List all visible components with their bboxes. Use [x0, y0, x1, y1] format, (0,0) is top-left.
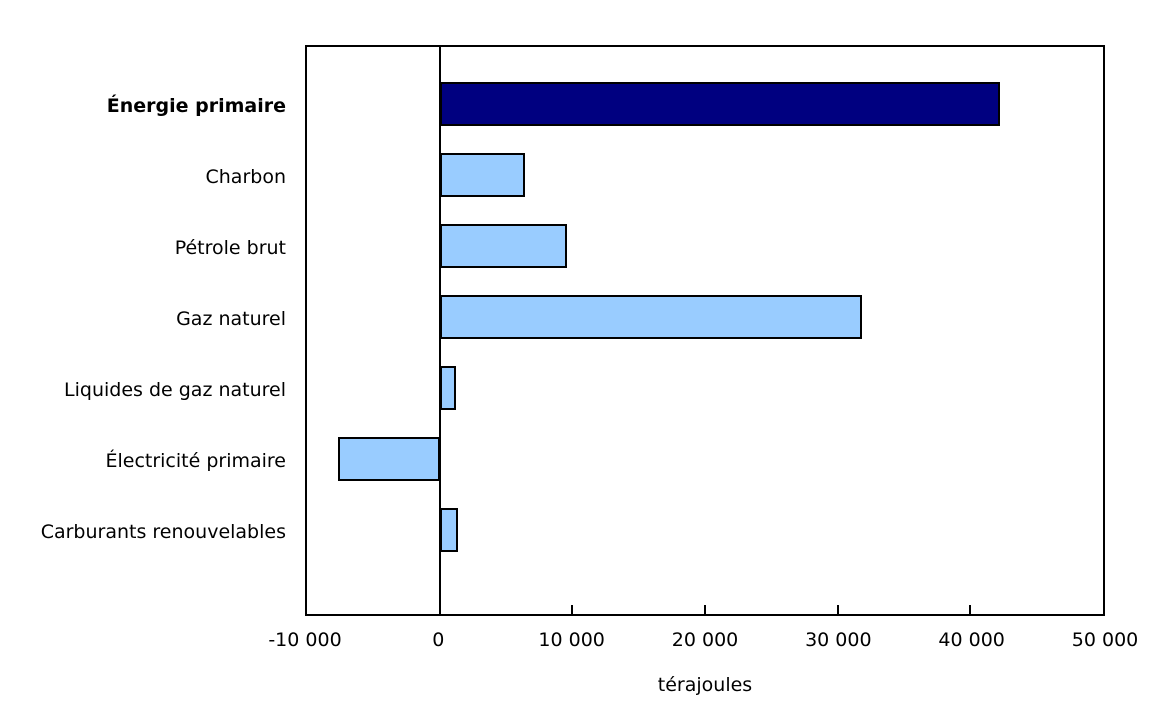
- category-label-liquides-de-gaz-naturel: Liquides de gaz naturel: [64, 379, 286, 401]
- x-tick-mark: [836, 605, 839, 614]
- x-tick-label--10000: -10 000: [268, 629, 342, 651]
- category-label-carburants-renouvelables: Carburants renouvelables: [40, 521, 286, 543]
- x-tick-label-0: 0: [432, 629, 445, 651]
- category-label-charbon: Charbon: [205, 166, 287, 188]
- category-label-gaz-naturel: Gaz naturel: [176, 308, 286, 330]
- bar-energie-primaire: [439, 82, 1000, 126]
- x-tick-mark: [704, 605, 706, 614]
- bar-gaz-naturel: [439, 295, 862, 339]
- category-axis: Énergie primaire Charbon Pétrole brut Gaz n…: [0, 47, 286, 616]
- x-tick-label-50000: 50 000: [1071, 629, 1139, 651]
- category-label-energie-primaire: Énergie primaire: [106, 95, 286, 117]
- bar-carburants-renouvelables: [439, 508, 459, 552]
- bar-charbon: [439, 153, 525, 197]
- x-tick-mark: [969, 605, 972, 614]
- x-axis-tick-labels: -10 000 0 10 000 20 000 30 000 40 000 50 000: [268, 627, 1138, 655]
- bar-petrole-brut: [439, 224, 568, 268]
- x-tick-label-40000: 40 000: [938, 629, 1005, 651]
- bar-liquides-de-gaz-naturel: [439, 366, 456, 410]
- x-tick-mark: [571, 605, 574, 614]
- bar-electricite-primaire: [337, 437, 440, 481]
- category-label-electricite-primaire: Électricité primaire: [105, 450, 286, 472]
- x-axis-title: térajoules: [657, 674, 753, 696]
- x-tick-label-20000: 20 000: [671, 629, 739, 651]
- x-tick-label-10000: 10 000: [538, 629, 605, 651]
- category-label-petrole-brut: Pétrole brut: [174, 237, 286, 259]
- x-tick-label-30000: 30 000: [805, 629, 872, 651]
- plot-area: [305, 45, 1105, 616]
